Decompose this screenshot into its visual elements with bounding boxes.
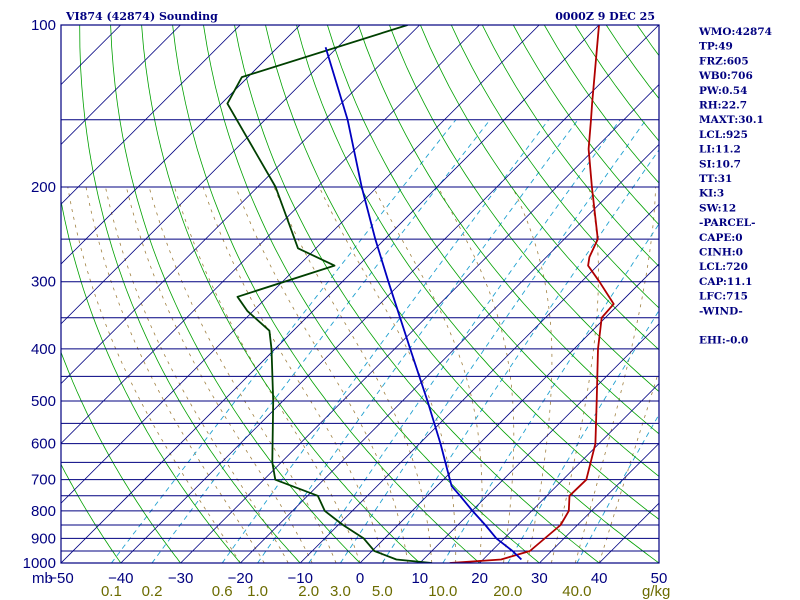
isotherm--30 bbox=[180, 84, 659, 563]
isotherm--120 bbox=[61, 25, 181, 145]
pressure-tick-label: 100 bbox=[31, 17, 56, 34]
isotherm--60 bbox=[61, 25, 540, 504]
moist-adiabat bbox=[372, 186, 483, 563]
temperature-tick-label: 10 bbox=[411, 570, 428, 587]
index-line: KI:3 bbox=[699, 188, 724, 200]
index-line: SW:12 bbox=[699, 202, 736, 214]
mixing-ratio-lines bbox=[111, 119, 659, 563]
moist-adiabat bbox=[574, 186, 657, 563]
temperature-tick-label: −20 bbox=[228, 570, 253, 587]
pressure-tick-label: 600 bbox=[31, 436, 56, 453]
isotherm--100 bbox=[61, 25, 301, 265]
mixing-ratio-tick-label: 10.0 bbox=[428, 583, 457, 600]
mixing-ratio-tick-label: 5.0 bbox=[372, 583, 393, 600]
pressure-tick-label: 700 bbox=[31, 472, 56, 489]
pressure-tick-label: 1000 bbox=[23, 555, 56, 572]
temperature-tick-label: 50 bbox=[651, 570, 668, 587]
index-line: -WIND- bbox=[699, 305, 743, 317]
mixing-ratio-line bbox=[340, 119, 647, 563]
pressure-tick-label: 500 bbox=[31, 393, 56, 410]
index-line: LFC:715 bbox=[699, 291, 748, 303]
index-line: MAXT:30.1 bbox=[699, 114, 764, 126]
isotherm--110 bbox=[61, 25, 241, 205]
mixing-ratio-labels: 0.1 0.2 0.6 1.0 2.0 3.0 5.0 10.0 20.0 40.0 bbox=[101, 583, 592, 600]
isotherm--20 bbox=[240, 143, 659, 563]
pressure-tick-label: 300 bbox=[31, 274, 56, 291]
mixing-ratio-line bbox=[381, 149, 659, 563]
index-line: TP:49 bbox=[699, 41, 733, 53]
isotherm-20 bbox=[479, 383, 659, 563]
index-line: CINH:0 bbox=[699, 247, 743, 259]
pressure-tick-label: 200 bbox=[31, 179, 56, 196]
mixing-ratio-line bbox=[151, 119, 491, 563]
moist-adiabat bbox=[598, 369, 659, 563]
mixing-ratio-tick-label: 0.2 bbox=[142, 583, 163, 600]
moist-adiabat bbox=[235, 186, 409, 563]
mixing-ratio-tick-label: 20.0 bbox=[493, 583, 522, 600]
dewpoint-trace bbox=[226, 25, 432, 563]
index-line: PW:0.54 bbox=[699, 85, 747, 97]
mixing-ratio-tick-label: 40.0 bbox=[562, 583, 591, 600]
isotherm--40 bbox=[120, 25, 659, 563]
isotherm--10 bbox=[299, 203, 659, 563]
temperature-tick-label: −30 bbox=[168, 570, 193, 587]
temperature-tick-label: −40 bbox=[108, 570, 133, 587]
temperature-tick-label: 20 bbox=[471, 570, 488, 587]
moist-adiabat bbox=[437, 186, 515, 563]
isotherm--50 bbox=[61, 25, 600, 563]
sounding-traces bbox=[226, 25, 615, 563]
isotherm-30 bbox=[539, 442, 659, 563]
mixing-ratio-unit-label: g/kg bbox=[642, 583, 670, 600]
temperature-tick-label: 40 bbox=[591, 570, 608, 587]
temperature-axis-labels: −50 −40 −30 −20 −10 0 10 20 30 40 50 bbox=[48, 570, 667, 587]
index-line: EHI:-0.0 bbox=[699, 335, 748, 347]
index-line: CAP:11.1 bbox=[699, 276, 752, 288]
stability-indices-panel: WMO:42874 TP:49 FRZ:605 WB0:706 PW:0.54 RH:22… bbox=[698, 26, 772, 347]
isotherms bbox=[61, 25, 659, 563]
mixing-ratio-tick-label: 2.0 bbox=[298, 583, 319, 600]
index-line: LCL:720 bbox=[699, 261, 748, 273]
pressure-tick-label: 900 bbox=[31, 530, 56, 547]
index-line: SI:10.7 bbox=[699, 158, 741, 170]
pressure-tick-label: 400 bbox=[31, 341, 56, 358]
index-line: RH:22.7 bbox=[699, 100, 747, 112]
mixing-ratio-line bbox=[308, 119, 621, 563]
plot-frame bbox=[60, 24, 660, 564]
mixing-ratio-tick-label: 3.0 bbox=[330, 583, 351, 600]
isotherm--90 bbox=[61, 25, 361, 325]
isotherm--80 bbox=[61, 25, 420, 385]
temperature-tick-label: −50 bbox=[48, 570, 73, 587]
mixing-ratio-tick-label: 0.1 bbox=[101, 583, 122, 600]
mixing-ratio-line bbox=[111, 119, 457, 563]
temperature-trace bbox=[449, 25, 615, 563]
sounding-time: 0000Z 9 DEC 25 bbox=[555, 10, 655, 23]
index-line: LCL:925 bbox=[699, 129, 748, 141]
isotherm-0 bbox=[359, 263, 659, 563]
index-line: TT:31 bbox=[699, 173, 732, 185]
pressure-tick-label: 800 bbox=[31, 503, 56, 520]
mixing-ratio-line bbox=[257, 119, 579, 563]
station-title: VI874 (42874) Sounding bbox=[65, 10, 218, 23]
index-line: CAPE:0 bbox=[699, 232, 743, 244]
pressure-unit-label: mb bbox=[32, 570, 53, 587]
temperature-tick-label: 0 bbox=[356, 570, 364, 587]
isotherm--70 bbox=[61, 25, 480, 444]
mixing-ratio-tick-label: 1.0 bbox=[247, 583, 268, 600]
index-line: FRZ:605 bbox=[699, 55, 749, 67]
index-line: WMO:42874 bbox=[698, 26, 772, 38]
index-line: WB0:706 bbox=[698, 70, 753, 82]
temperature-tick-label: 30 bbox=[531, 570, 548, 587]
parcel-trace bbox=[324, 47, 523, 561]
index-line: LI:11.2 bbox=[699, 144, 741, 156]
isobars bbox=[61, 25, 659, 563]
mixing-ratio-tick-label: 0.6 bbox=[212, 583, 233, 600]
temperature-tick-label: −10 bbox=[287, 570, 312, 587]
pressure-axis-labels: 100 200 300 400 500 600 700 800 900 1000 bbox=[23, 17, 56, 572]
mixing-ratio-line bbox=[576, 413, 659, 563]
index-line: -PARCEL- bbox=[699, 217, 755, 229]
isotherm-10 bbox=[419, 323, 659, 563]
